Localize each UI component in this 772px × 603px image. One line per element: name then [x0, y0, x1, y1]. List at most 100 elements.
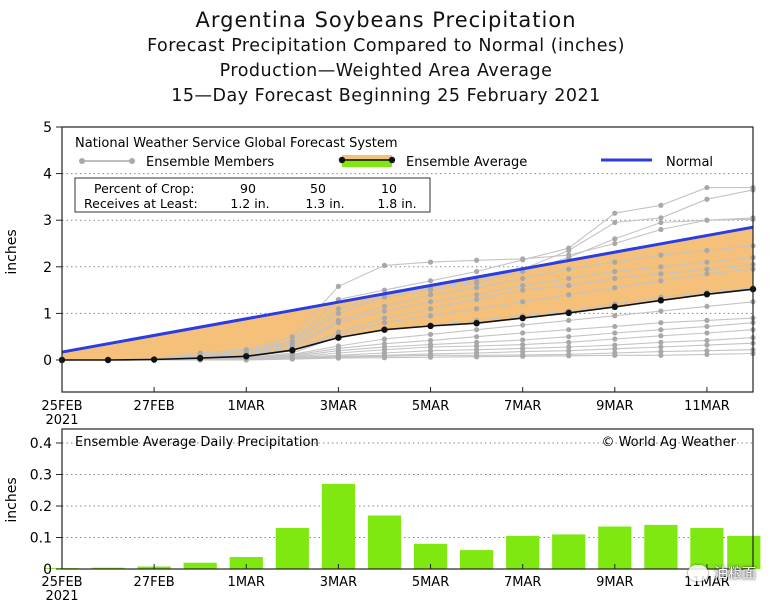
crop-table-row1-label: Percent of Crop: — [94, 181, 194, 196]
ensemble-member-point — [704, 271, 710, 277]
daily-precip-bar — [598, 526, 632, 569]
ensemble-member-point — [612, 240, 618, 247]
ensemble-average-point — [703, 291, 711, 298]
daily-precip-bar — [91, 567, 125, 569]
ensemble-member-point — [612, 210, 618, 216]
ensemble-member-point — [566, 339, 572, 345]
ensemble-member-point — [658, 219, 664, 226]
daily-precip-bar — [506, 535, 540, 569]
ensemble-member-point — [381, 320, 388, 326]
ensemble-member-point — [704, 323, 710, 330]
crop-table-row2-label: Receives at Least: — [84, 196, 198, 211]
ensemble-member-point — [612, 336, 618, 342]
upper-x-tick-label: 11MAR — [684, 399, 730, 414]
lower-x-tick-label: 5MAR — [412, 575, 449, 590]
ensemble-member-point — [612, 346, 618, 352]
ensemble-member-point — [612, 285, 618, 291]
daily-precip-bar — [552, 534, 586, 569]
ensemble-member-point — [658, 344, 664, 350]
crop-percent-table: Percent of Crop: Receives at Least: 90 5… — [74, 177, 431, 213]
ensemble-member-point — [612, 323, 618, 330]
ensemble-member-point — [335, 306, 341, 312]
daily-precip-bar — [367, 515, 402, 569]
legend-average-swatch — [338, 155, 396, 167]
ensemble-member-point — [381, 355, 388, 361]
chart-title: Argentina Soybeans Precipitation — [195, 8, 577, 32]
ensemble-member-point — [704, 196, 710, 202]
watermark-text: 油粮面 — [714, 566, 756, 582]
upper-y-tick-label: 3 — [43, 213, 52, 229]
ensemble-member-point — [704, 184, 710, 191]
chat-bubble-icon — [688, 565, 708, 581]
ensemble-member-point — [658, 349, 664, 355]
daily-precip-bar — [183, 562, 217, 569]
upper-x-tick-label: 3MAR — [320, 399, 357, 414]
ensemble-average-point — [473, 319, 480, 327]
ensemble-member-point — [474, 306, 480, 312]
legend-system-text: National Weather Service Global Forecast… — [75, 136, 398, 151]
lower-y-tick-label: 0 — [43, 562, 52, 578]
crop-table-percent: 50 — [310, 181, 326, 196]
upper-x-tick-label: 25FEB — [41, 399, 82, 414]
ensemble-member-point — [381, 336, 388, 342]
ensemble-member-point — [427, 292, 434, 298]
upper-y-axis-label: inches — [4, 229, 20, 274]
crop-table-percent: 90 — [240, 181, 256, 196]
upper-x-tick-label: 9MAR — [596, 399, 633, 414]
ensemble-member-point — [335, 310, 341, 316]
ensemble-average-point — [565, 309, 572, 317]
ensemble-member-point — [612, 275, 618, 282]
daily-precip-bar — [727, 535, 761, 569]
ensemble-member-point — [520, 287, 526, 293]
upper-y-tick-label: 4 — [43, 167, 52, 183]
daily-precipitation-bars — [45, 483, 761, 569]
ensemble-member-point — [658, 320, 664, 326]
ensemble-member-line — [62, 218, 754, 361]
ensemble-member-point — [474, 257, 480, 263]
crop-table-amount: 1.2 in. — [230, 196, 269, 211]
crop-table-percent: 10 — [381, 181, 397, 196]
ensemble-member-point — [335, 320, 341, 326]
ensemble-member-point — [566, 327, 572, 333]
ensemble-member-point — [427, 259, 434, 265]
title-block: Argentina Soybeans Precipitation Forecas… — [0, 6, 772, 109]
legend-average-text: Ensemble Average — [406, 155, 527, 170]
ensemble-member-point — [520, 275, 526, 282]
ensemble-average-point — [519, 314, 526, 322]
upper-x-tick-sublabel: 2021 — [45, 413, 78, 428]
ensemble-member-point — [427, 337, 434, 344]
ensemble-member-point — [427, 287, 434, 293]
upper-x-tick-label: 1MAR — [228, 399, 265, 414]
ensemble-member-point — [520, 342, 526, 348]
legend-members-swatch — [79, 158, 135, 164]
lower-y-tick-label: 0.3 — [30, 468, 52, 484]
ensemble-average-point — [427, 322, 434, 330]
ensemble-member-point — [658, 264, 664, 270]
lower-x-tick-label: 3MAR — [320, 575, 357, 590]
lower-plot-area — [62, 429, 753, 569]
ensemble-average-point — [150, 356, 158, 363]
ensemble-member-point — [658, 271, 664, 277]
ensemble-member-point — [566, 334, 572, 340]
ensemble-average-point — [381, 326, 388, 333]
crop-table-amount: 1.8 in. — [377, 196, 416, 211]
ensemble-member-point — [520, 282, 526, 289]
ensemble-average-point — [657, 297, 665, 304]
ensemble-member-point — [381, 262, 388, 269]
ensemble-member-point — [704, 259, 710, 265]
ensemble-member-point — [658, 333, 664, 339]
lower-panel-title: Ensemble Average Daily Precipitation — [75, 435, 319, 450]
ensemble-average-line — [62, 288, 754, 361]
ensemble-member-line — [62, 217, 754, 361]
ensemble-member-point — [474, 354, 480, 360]
ensemble-member-point — [704, 348, 710, 354]
ensemble-member-point — [289, 356, 295, 362]
ensemble-member-point — [704, 337, 710, 344]
ensemble-member-point — [520, 353, 526, 359]
lower-panel-credit: © World Ag Weather — [601, 435, 736, 450]
ensemble-member-point — [566, 292, 572, 298]
chart-subtitle-2: Production—Weighted Area Average — [219, 61, 553, 81]
ensemble-average-point — [289, 347, 296, 354]
